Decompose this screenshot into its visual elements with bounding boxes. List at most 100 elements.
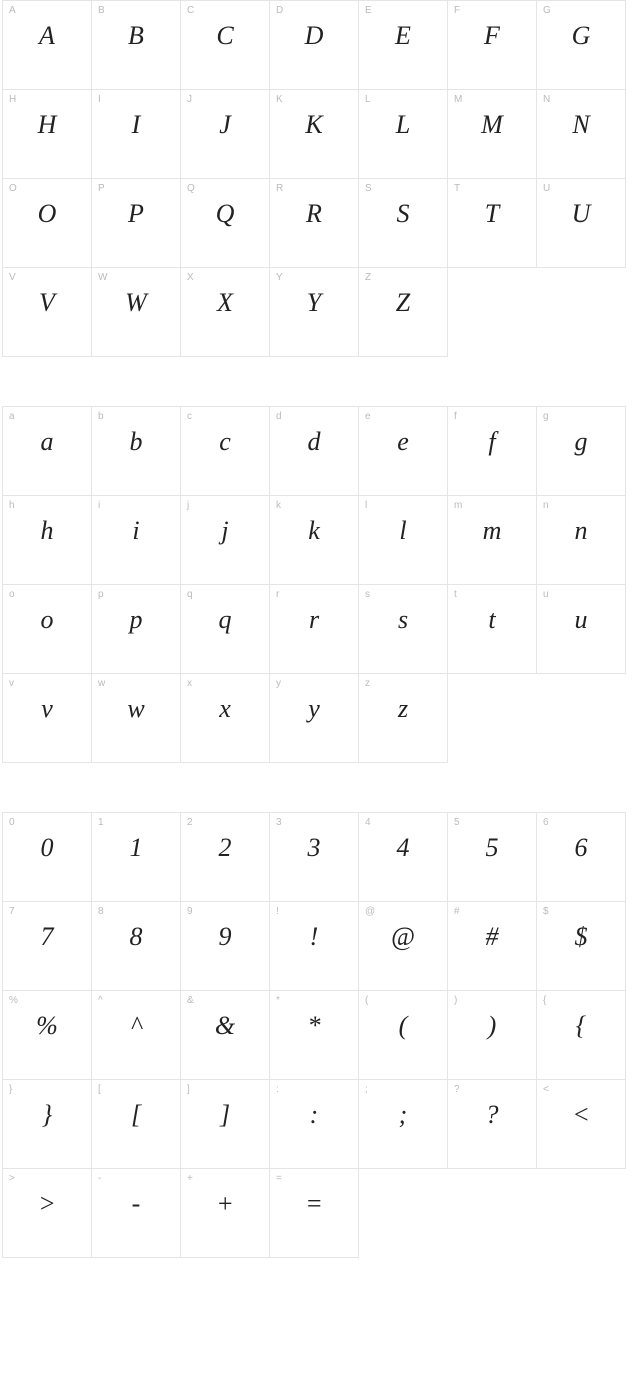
cell-label: 3 (276, 817, 282, 828)
cell-glyph: T (448, 199, 536, 229)
cell-glyph: G (537, 21, 625, 51)
cell-glyph: 6 (537, 833, 625, 863)
cell-label: H (9, 94, 16, 105)
cell-glyph: + (181, 1189, 269, 1219)
cell-glyph: l (359, 516, 447, 546)
cell-glyph: @ (359, 922, 447, 952)
cell-label: G (543, 5, 551, 16)
cell-label: } (9, 1084, 12, 1095)
cell-glyph: < (537, 1100, 625, 1130)
glyph-cell: ee (358, 406, 448, 496)
cell-glyph: B (92, 21, 180, 51)
cell-glyph: Z (359, 288, 447, 318)
cell-label: 7 (9, 906, 15, 917)
cell-label: x (187, 678, 192, 689)
glyph-cell: oo (2, 584, 92, 674)
cell-glyph: : (270, 1100, 358, 1130)
glyph-cell: AA (2, 0, 92, 90)
cell-glyph: [ (92, 1100, 180, 1130)
glyph-cell: @@ (358, 901, 448, 991)
cell-glyph: S (359, 199, 447, 229)
cell-glyph: ^ (92, 1011, 180, 1041)
glyph-cell: ii (91, 495, 181, 585)
cell-glyph: 8 (92, 922, 180, 952)
glyph-cell: HH (2, 89, 92, 179)
cell-glyph: - (92, 1189, 180, 1219)
cell-glyph: W (92, 288, 180, 318)
glyph-cell: ## (447, 901, 537, 991)
glyph-cell: ++ (180, 1168, 270, 1258)
glyph-cell: xx (180, 673, 270, 763)
cell-glyph: P (92, 199, 180, 229)
cell-glyph: K (270, 110, 358, 140)
cell-glyph: e (359, 427, 447, 457)
cell-label: 9 (187, 906, 193, 917)
glyph-cell: }} (2, 1079, 92, 1169)
glyph-cell: YY (269, 267, 359, 357)
cell-glyph: 9 (181, 922, 269, 952)
cell-glyph: & (181, 1011, 269, 1041)
cell-label: 0 (9, 817, 15, 828)
glyph-cell: SS (358, 178, 448, 268)
cell-label: = (276, 1173, 282, 1184)
cell-glyph: f (448, 427, 536, 457)
glyph-cell: FF (447, 0, 537, 90)
cell-label: - (98, 1173, 101, 1184)
glyph-cell: NN (536, 89, 626, 179)
glyph-cell: VV (2, 267, 92, 357)
cell-label: [ (98, 1084, 101, 1095)
cell-glyph: m (448, 516, 536, 546)
glyph-cell: mm (447, 495, 537, 585)
glyph-chart: AABBCCDDEEFFGGHHIIJJKKLLMMNNOOPPQQRRSSTT… (0, 0, 640, 1257)
cell-label: O (9, 183, 17, 194)
glyph-cell: ?? (447, 1079, 537, 1169)
cell-label: ( (365, 995, 368, 1006)
cell-label: m (454, 500, 462, 511)
cell-glyph: U (537, 199, 625, 229)
cell-label: 4 (365, 817, 371, 828)
glyph-cell: ww (91, 673, 181, 763)
cell-label: v (9, 678, 14, 689)
cell-label: j (187, 500, 189, 511)
glyph-cell: EE (358, 0, 448, 90)
cell-glyph: A (3, 21, 91, 51)
glyph-cell: dd (269, 406, 359, 496)
cell-label: Y (276, 272, 283, 283)
glyph-cell: !! (269, 901, 359, 991)
cell-label: B (98, 5, 105, 16)
cell-glyph: $ (537, 922, 625, 952)
cell-glyph: b (92, 427, 180, 457)
glyph-cell: DD (269, 0, 359, 90)
cell-glyph: ] (181, 1100, 269, 1130)
glyph-cell: ;; (358, 1079, 448, 1169)
glyph-cell: << (536, 1079, 626, 1169)
cell-glyph: y (270, 694, 358, 724)
cell-glyph: p (92, 605, 180, 635)
cell-glyph: = (270, 1189, 358, 1219)
cell-glyph: Y (270, 288, 358, 318)
cell-label: J (187, 94, 192, 105)
cell-glyph: 2 (181, 833, 269, 863)
glyph-cell: >> (2, 1168, 92, 1258)
cell-glyph: N (537, 110, 625, 140)
cell-label: 2 (187, 817, 193, 828)
glyph-cell: GG (536, 0, 626, 90)
cell-label: ) (454, 995, 457, 1006)
cell-label: 8 (98, 906, 104, 917)
cell-label: T (454, 183, 460, 194)
cell-glyph: O (3, 199, 91, 229)
glyph-cell: 55 (447, 812, 537, 902)
cell-glyph: H (3, 110, 91, 140)
lowercase-section: aabbccddeeffgghhiijjkkllmmnnooppqqrrsstt… (2, 406, 632, 762)
cell-label: 5 (454, 817, 460, 828)
cell-glyph: q (181, 605, 269, 635)
glyph-cell: II (91, 89, 181, 179)
cell-glyph: { (537, 1011, 625, 1041)
cell-glyph: s (359, 605, 447, 635)
glyph-cell: 99 (180, 901, 270, 991)
cell-label: r (276, 589, 279, 600)
cell-label: # (454, 906, 460, 917)
glyph-cell: rr (269, 584, 359, 674)
glyph-cell: 22 (180, 812, 270, 902)
cell-label: < (543, 1084, 549, 1095)
